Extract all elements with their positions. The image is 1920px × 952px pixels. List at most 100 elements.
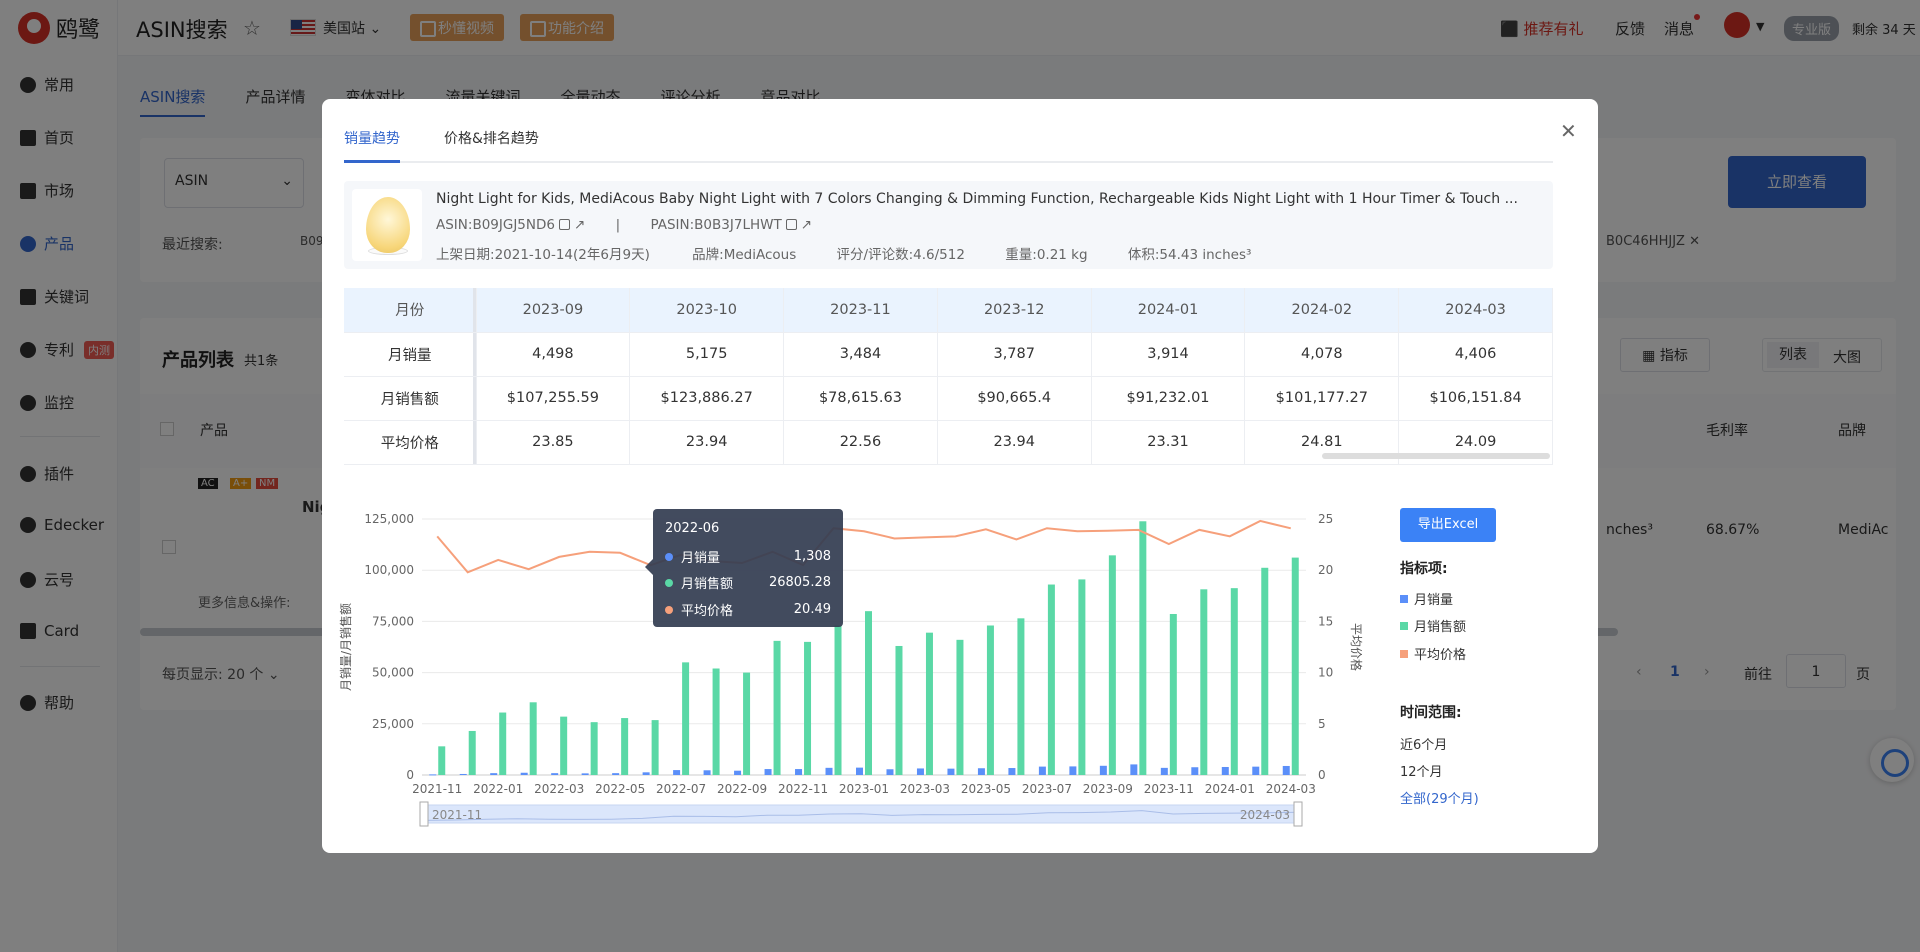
rating-value: 4.6/512	[913, 247, 965, 263]
bar-revenue	[1230, 588, 1238, 775]
bar-volume	[1038, 766, 1046, 775]
copy-icon[interactable]	[558, 219, 570, 230]
bar-volume	[551, 773, 559, 775]
bar-revenue	[986, 625, 994, 775]
tab-price-rank-trend[interactable]: 价格&排名趋势	[444, 131, 539, 147]
tooltip-value: 26805.28	[768, 575, 831, 590]
tooltip-row: 月销售额 26805.28	[665, 573, 831, 592]
bar-volume	[703, 770, 711, 775]
bar-volume	[520, 772, 528, 775]
x-tick-label: 2024-01	[1205, 782, 1255, 796]
sales-trend-chart[interactable]: 0 25,000 50,000 75,000 100,000 125,000 0 5 10 15 2…	[322, 489, 1382, 853]
bar-revenue	[1169, 613, 1177, 775]
bar-volume	[1282, 765, 1290, 775]
bar-revenue	[1261, 567, 1269, 775]
bar-revenue	[1047, 584, 1055, 775]
table-cell: $101,177.27	[1244, 376, 1400, 421]
range-all[interactable]: 全部(29个月)	[1400, 792, 1479, 807]
bar-volume	[795, 769, 803, 775]
month-header: 2023-12	[937, 288, 1092, 333]
brand-value: MediAcous	[723, 247, 797, 263]
bar-revenue	[468, 730, 476, 775]
external-link-icon[interactable]: ↗	[800, 217, 813, 233]
bar-revenue	[529, 702, 537, 775]
tooltip-title: 2022-06	[665, 521, 720, 536]
table-cell: $91,232.01	[1091, 376, 1246, 421]
x-tick-label: 2021-11	[412, 782, 462, 796]
zoom-end-label: 2024-03	[1240, 808, 1290, 822]
y-tick-label-left: 125,000	[364, 512, 414, 526]
bar-volume	[734, 770, 742, 775]
sales-trend-modal: ✕ 销量趋势 价格&排名趋势 Night Light for Kids, Med…	[322, 99, 1598, 853]
bar-revenue	[1017, 618, 1025, 775]
x-tick-label: 2024-03	[1266, 782, 1316, 796]
month-header: 2024-01	[1091, 288, 1246, 333]
egg-lamp-image	[366, 197, 410, 253]
y-tick-label-left: 0	[406, 768, 414, 782]
y-tick-label-left: 75,000	[372, 614, 414, 628]
range-6-months[interactable]: 近6个月	[1400, 738, 1448, 753]
weight-label: 重量:	[1005, 247, 1037, 263]
bar-volume	[825, 767, 833, 775]
table-cell: 23.31	[1091, 420, 1246, 465]
bar-revenue	[590, 722, 598, 775]
tab-sales-trend[interactable]: 销量趋势	[344, 131, 400, 163]
bar-volume	[1069, 766, 1077, 775]
y-tick-label-right: 0	[1318, 768, 1326, 782]
close-icon[interactable]: ✕	[1560, 119, 1577, 143]
month-header: 2024-02	[1244, 288, 1400, 333]
x-tick-label: 2022-11	[778, 782, 828, 796]
y-tick-label-right: 5	[1318, 717, 1326, 731]
zoom-handle-start[interactable]	[419, 801, 429, 827]
y-tick-label-left: 50,000	[372, 666, 414, 680]
tooltip-value: 1,308	[793, 549, 831, 564]
y-tick-label-left: 25,000	[372, 717, 414, 731]
brand-label: 品牌:	[692, 247, 724, 263]
table-row: 月销售额 $107,255.59 $123,886.27 $78,615.63 …	[344, 376, 1553, 421]
legend-item-sales-volume[interactable]: 月销量	[1400, 589, 1453, 608]
bar-volume	[1252, 766, 1260, 775]
table-cell: 5,175	[629, 332, 785, 377]
y-tick-label-right: 15	[1318, 614, 1333, 628]
table-cell: 3,787	[937, 332, 1092, 377]
pasin-label: PASIN:	[650, 217, 695, 233]
zoom-start-label: 2021-11	[432, 808, 482, 822]
table-row: 平均价格 23.85 23.94 22.56 23.94 23.31 24.81…	[344, 420, 1553, 465]
bar-volume	[886, 769, 894, 775]
export-excel-button[interactable]: 导出Excel	[1400, 508, 1496, 542]
bar-volume	[1008, 768, 1016, 775]
month-header: 2023-09	[476, 288, 631, 333]
tooltip-label: 平均价格	[681, 604, 734, 619]
bar-revenue	[560, 716, 568, 775]
volume-value: 54.43 inches³	[1159, 247, 1252, 263]
product-summary: Night Light for Kids, MediAcous Baby Nig…	[344, 181, 1553, 269]
zoom-handle-end[interactable]	[1293, 801, 1303, 827]
y-tick-label-left: 100,000	[364, 563, 414, 577]
x-tick-label: 2023-07	[1022, 782, 1072, 796]
bar-volume	[459, 773, 467, 775]
legend-label: 月销量	[1414, 593, 1454, 608]
bar-volume	[429, 774, 437, 776]
product-title[interactable]: Night Light for Kids, MediAcous Baby Nig…	[436, 191, 1518, 207]
bar-volume	[1221, 766, 1229, 775]
legend-label: 月销售额	[1414, 620, 1467, 635]
asin-value: B09JGJ5ND6	[472, 217, 555, 233]
separator: |	[615, 217, 621, 233]
table-scrollbar[interactable]	[1322, 453, 1550, 459]
y-tick-label-right: 10	[1318, 666, 1333, 680]
range-12-months[interactable]: 12个月	[1400, 765, 1443, 780]
table-cell: 4,498	[476, 332, 631, 377]
bar-volume	[977, 768, 985, 775]
x-tick-label: 2022-07	[656, 782, 706, 796]
x-tick-label: 2023-05	[961, 782, 1011, 796]
product-stats: 上架日期:2021-10-14(2年6月9天) 品牌:MediAcous 评分/…	[436, 243, 1251, 263]
copy-icon[interactable]	[785, 219, 797, 230]
x-tick-label: 2023-09	[1083, 782, 1133, 796]
table-cell: 23.94	[629, 420, 785, 465]
weight-value: 0.21 kg	[1036, 247, 1088, 263]
legend-item-avg-price[interactable]: 平均价格	[1400, 644, 1466, 663]
legend-item-sales-revenue[interactable]: 月销售额	[1400, 616, 1466, 635]
bar-revenue	[773, 640, 781, 775]
external-link-icon[interactable]: ↗	[573, 217, 586, 233]
x-tick-label: 2022-09	[717, 782, 767, 796]
